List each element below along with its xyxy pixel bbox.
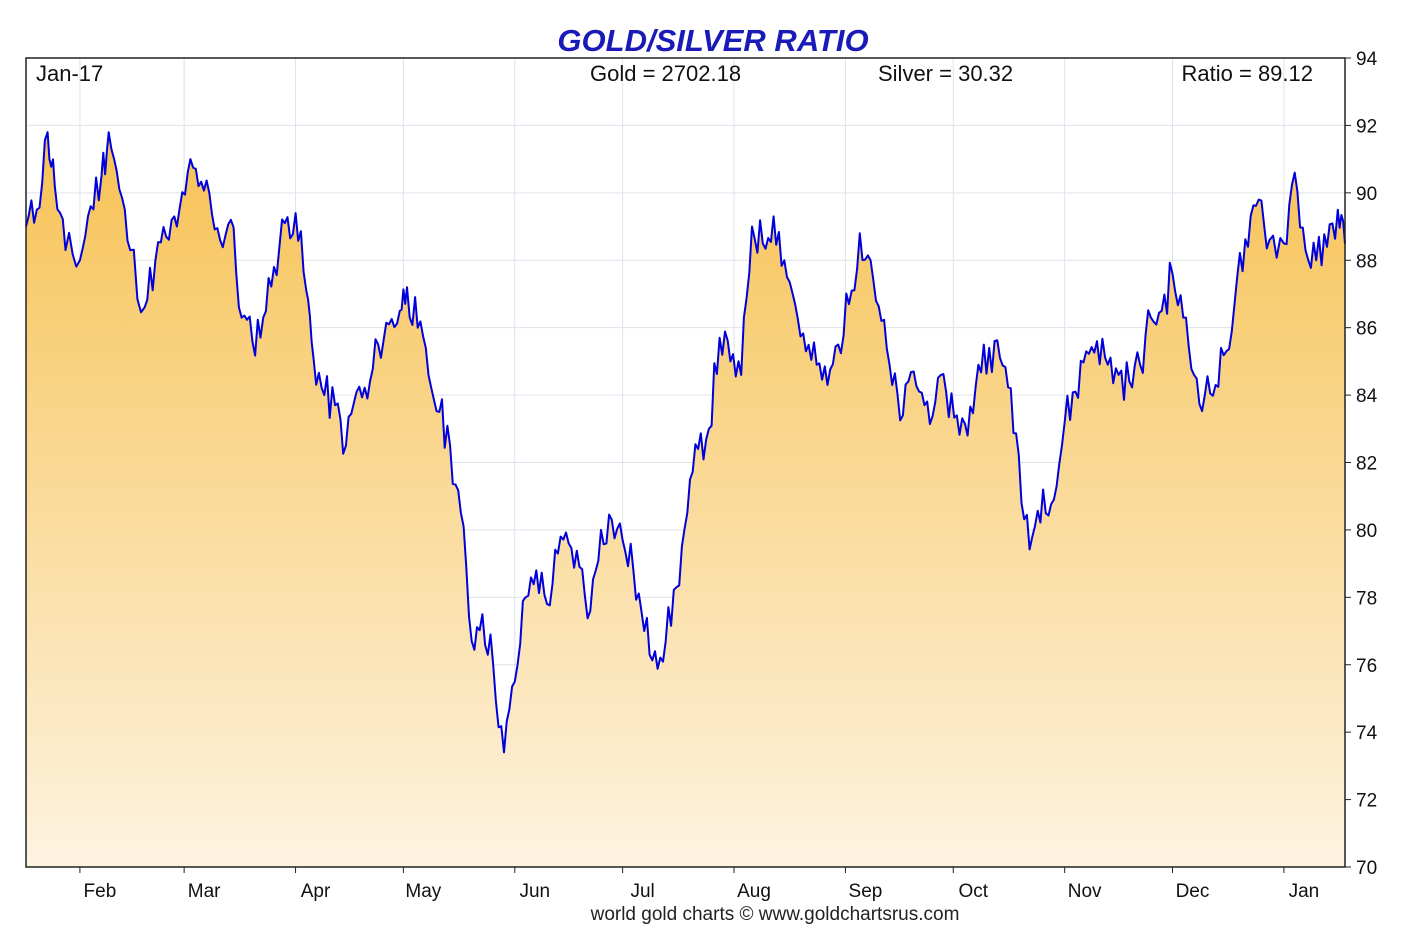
x-tick-label: Oct <box>958 881 988 902</box>
x-tick-label: May <box>405 881 441 902</box>
y-tick-label: 70 <box>1356 858 1377 879</box>
y-tick-label: 76 <box>1356 656 1377 677</box>
ratio-area-fill <box>26 132 1345 867</box>
y-axis: 70 72 74 76 78 80 82 84 86 88 90 92 94 <box>1345 49 1378 879</box>
x-tick-label: Feb <box>84 881 117 902</box>
credit-text: world gold charts © www.goldchartsrus.co… <box>590 904 960 925</box>
y-tick-label: 88 <box>1356 251 1377 272</box>
header-date: Jan-17 <box>36 61 103 86</box>
y-tick-label: 82 <box>1356 454 1377 475</box>
header-silver-price: Silver = 30.32 <box>878 61 1013 86</box>
y-tick-label: 92 <box>1356 116 1377 137</box>
x-tick-label: Aug <box>737 881 771 902</box>
x-axis: Feb Mar Apr May Jun Jul Aug Sep Oct Nov Dec Jan <box>79 867 1320 902</box>
ratio-series-line <box>25 131 1346 754</box>
y-tick-label: 94 <box>1356 49 1378 70</box>
y-tick-label: 80 <box>1356 521 1377 542</box>
x-tick-label: Jun <box>519 881 550 902</box>
x-tick-label: Jul <box>630 881 654 902</box>
chart-title: GOLD/SILVER RATIO <box>557 23 868 58</box>
y-tick-label: 78 <box>1356 588 1377 609</box>
y-tick-label: 90 <box>1356 184 1377 205</box>
y-tick-label: 86 <box>1356 319 1377 340</box>
x-tick-label: Dec <box>1176 881 1210 902</box>
header-ratio-value: Ratio = 89.12 <box>1182 61 1313 86</box>
x-tick-label: Mar <box>188 881 221 902</box>
y-tick-label: 74 <box>1356 723 1378 744</box>
x-tick-label: Sep <box>849 881 883 902</box>
x-tick-label: Nov <box>1068 881 1102 902</box>
x-tick-label: Apr <box>301 881 331 902</box>
header-gold-price: Gold = 2702.18 <box>590 61 741 86</box>
y-tick-label: 84 <box>1356 386 1378 407</box>
x-tick-label: Jan <box>1289 881 1320 902</box>
y-tick-label: 72 <box>1356 791 1377 812</box>
